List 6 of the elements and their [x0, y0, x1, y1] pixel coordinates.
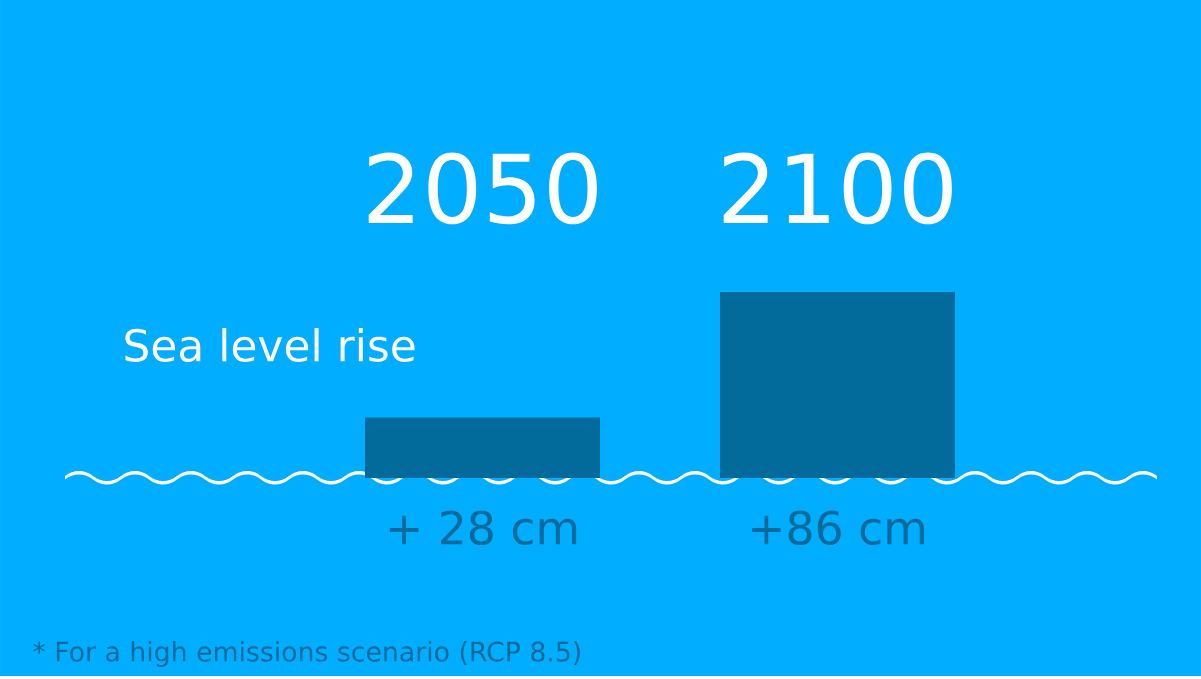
data-label: +86 cm [752, 510, 924, 546]
text: * For a high emissions scenario (RCP 8.5) [33, 641, 580, 668]
x-tick-label: 2100 [723, 152, 952, 225]
text: Sea level rise [125, 328, 415, 363]
x-tick-label: 2050 [368, 152, 597, 225]
data-label: + 28 cm [389, 510, 577, 546]
